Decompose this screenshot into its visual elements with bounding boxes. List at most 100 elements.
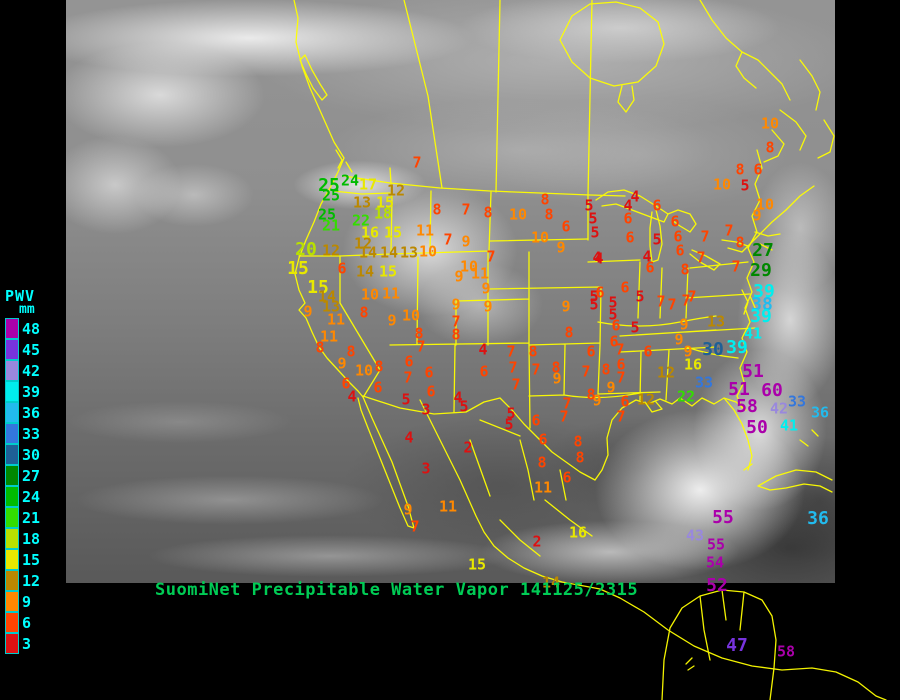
legend-value: 39: [22, 382, 41, 401]
station-value: 25: [318, 175, 340, 196]
station-value: 10: [760, 114, 780, 133]
caption-text: SuomiNet Precipitable Water Vapor 141125…: [155, 580, 639, 600]
legend-entry: 12: [5, 570, 40, 591]
station-value: 55: [706, 535, 726, 554]
legend-entry: 27: [5, 465, 40, 486]
station-value: 7: [656, 292, 666, 311]
station-value: 60: [761, 380, 783, 401]
legend-title: PWV: [5, 287, 36, 305]
legend-swatch: [5, 591, 19, 612]
station-value: 6: [586, 342, 596, 361]
station-value: 11: [470, 264, 490, 283]
station-value: 8: [414, 324, 424, 343]
legend-entry: 45: [5, 339, 40, 360]
station-value: 10: [360, 285, 380, 304]
station-value: 14: [358, 243, 378, 262]
legend-swatch: [5, 570, 19, 591]
station-value: 13: [321, 297, 341, 316]
station-value: 5: [584, 196, 594, 215]
station-value: 7: [696, 248, 706, 267]
legend-swatch: [5, 465, 19, 486]
station-value: 11: [533, 478, 553, 497]
legend-value: 18: [22, 529, 41, 548]
station-value: 4: [347, 387, 357, 406]
station-value: 6: [623, 209, 633, 228]
station-value: 9: [483, 297, 493, 316]
station-value: 4: [642, 247, 652, 266]
station-value: 7: [508, 358, 518, 377]
station-value: 6: [426, 382, 436, 401]
station-value: 11: [326, 310, 346, 329]
station-value: 41: [779, 416, 799, 435]
station-value: 39: [753, 281, 775, 302]
station-value: 7: [581, 362, 591, 381]
station-value: 8: [564, 323, 574, 342]
station-value: 15: [307, 277, 329, 298]
legend-entry: 6: [5, 612, 40, 633]
legend-entry: 21: [5, 507, 40, 528]
legend-swatch: [5, 486, 19, 507]
station-value: 36: [810, 403, 830, 422]
station-value: 5: [589, 295, 599, 314]
station-value: 21: [321, 216, 341, 235]
station-value: 8: [573, 432, 583, 451]
station-value: 7: [461, 200, 471, 219]
station-value: 8: [315, 338, 325, 357]
coastline-east: [736, 149, 781, 409]
station-value: 8: [544, 205, 554, 224]
station-value: 10: [508, 205, 528, 224]
legend-entry: 3: [5, 633, 40, 654]
station-value: 39: [726, 337, 748, 358]
station-value: 13: [352, 193, 372, 212]
station-value: 50: [746, 417, 768, 438]
station-value: 5: [608, 293, 618, 312]
station-value: 6: [337, 259, 347, 278]
station-value: 9: [403, 500, 413, 519]
station-value: 4: [630, 187, 640, 206]
station-value: 6: [404, 352, 414, 371]
legend-value: 24: [22, 487, 41, 506]
station-value: 36: [807, 508, 829, 529]
station-value: 5: [740, 176, 750, 195]
station-value: 33: [694, 373, 714, 392]
station-value: 54: [705, 553, 725, 572]
station-value: 7: [559, 407, 569, 426]
legend-entry: 30: [5, 444, 40, 465]
station-value: 8: [551, 358, 561, 377]
station-value: 29: [750, 260, 772, 281]
station-value: 22: [351, 211, 371, 230]
station-value: 7: [562, 394, 572, 413]
station-value: 9: [461, 232, 471, 251]
station-value: 7: [615, 340, 625, 359]
station-value: 7: [616, 407, 626, 426]
coastline-gulf: [594, 397, 753, 481]
station-value: 16: [360, 223, 380, 242]
station-value: 2: [463, 438, 473, 457]
station-value: 5: [401, 390, 411, 409]
legend-swatch: [5, 444, 19, 465]
station-value: 17: [358, 175, 378, 194]
legend-swatch: [5, 381, 19, 402]
station-value: 10: [459, 257, 479, 276]
station-value: 7: [486, 247, 496, 266]
station-value: 7: [731, 257, 741, 276]
station-value: 18: [373, 204, 393, 223]
station-value: 15: [378, 262, 398, 281]
station-value: 15: [375, 193, 395, 212]
legend-swatch: [5, 360, 19, 381]
legend-swatch: [5, 318, 19, 339]
station-value: 9: [752, 206, 762, 225]
station-value: 7: [511, 375, 521, 394]
station-value: 12: [656, 363, 676, 382]
legend-value: 15: [22, 550, 41, 569]
station-value: 10: [755, 195, 775, 214]
station-value: 13: [399, 243, 419, 262]
station-value: 12: [636, 390, 656, 409]
legend-entry: 33: [5, 423, 40, 444]
border-us-canada: [343, 175, 626, 197]
station-value: 8: [359, 303, 369, 322]
legend-entry: 39: [5, 381, 40, 402]
station-value: 9: [674, 330, 684, 349]
coastline-mexico: [419, 399, 887, 700]
